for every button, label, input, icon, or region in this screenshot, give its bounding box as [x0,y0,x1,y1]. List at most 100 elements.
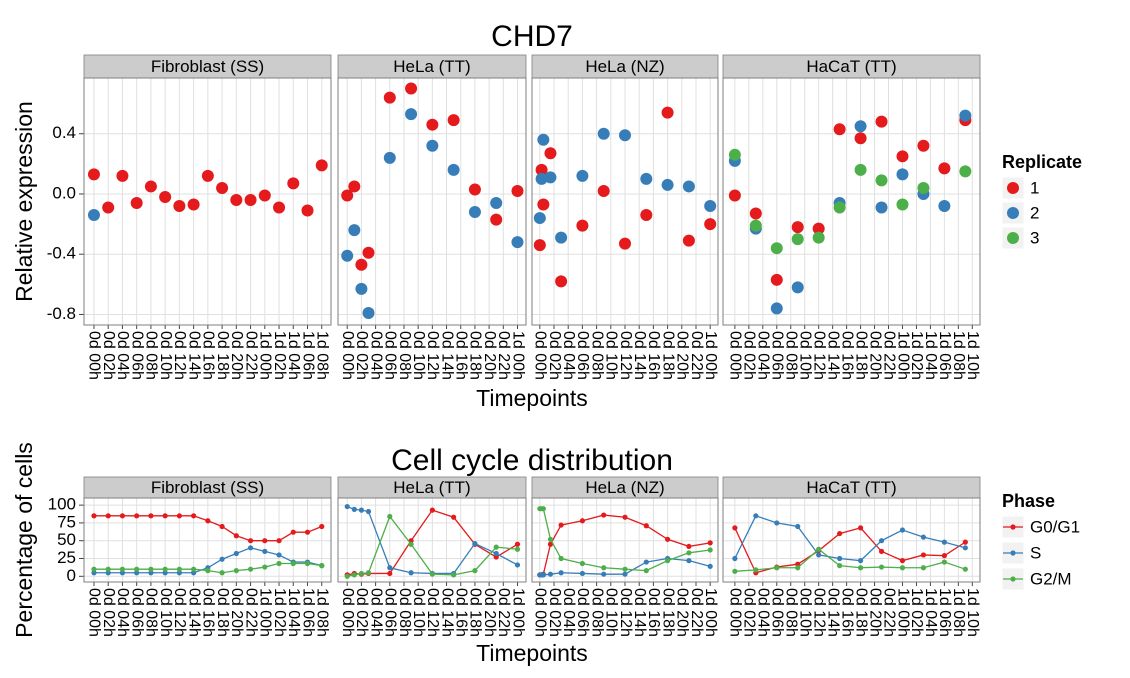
x-tick-label: 0d 18h [214,331,231,380]
point [447,114,460,127]
x-tick-label: 0d 22h [495,331,512,380]
point [555,231,568,244]
series-line [734,514,966,562]
x-tick-label: 0d 02h [353,331,370,380]
x-tick-label: 0d 06h [382,588,399,637]
point [315,159,328,172]
point [429,507,435,513]
point [795,523,801,530]
point [558,555,564,562]
x-tick-label: 0d 16h [645,588,662,637]
x-tick-label: 0d 08h [588,588,605,637]
point [878,538,885,544]
chart-title: Cell cycle distribution [391,444,673,477]
point [704,200,717,213]
point [514,562,521,568]
point [791,233,804,246]
point [833,201,846,214]
point [230,193,243,206]
strip-label: HeLa (NZ) [585,478,664,497]
x-axis-title: Timepoints [476,385,588,411]
x-tick-label: 0d 08h [783,588,800,637]
point [597,184,610,197]
point [791,221,804,234]
point [348,180,361,193]
x-tick-label: 0d 02h [353,588,370,637]
x-tick-label: 1d 04h [922,331,939,380]
legend-label: S [1030,543,1041,562]
point [493,550,499,557]
point [176,566,182,572]
point [119,566,126,572]
point [148,513,154,519]
x-tick-label: 0d 12h [424,331,441,380]
point [686,558,692,564]
legend-label: 3 [1030,228,1039,247]
point [119,513,126,519]
point [795,565,801,571]
point [664,558,671,564]
x-tick-label: 0d 06h [128,331,145,380]
point [273,201,286,214]
point [857,525,864,531]
point [533,212,546,225]
point [514,546,521,552]
point [707,540,713,546]
legend-label: 1 [1030,178,1039,197]
point [134,566,140,572]
point [728,148,741,161]
point [472,568,478,574]
x-tick-label: 1d 08h [314,588,331,637]
x-tick-label: 0d 10h [796,588,813,637]
point [601,565,607,571]
point [547,536,554,542]
x-tick-label: 1d 02h [908,588,925,637]
x-tick-label: 0d 16h [838,331,855,380]
chart-title: CHD7 [491,20,573,53]
x-tick-label: 0d 14h [438,331,455,380]
point [362,306,375,319]
x-tick-label: 1d 10h [964,331,981,380]
x-tick-label: 1d 02h [271,331,288,380]
point [358,507,365,513]
panel-border [722,497,981,583]
panel-border [337,497,527,583]
point [753,567,759,573]
point [875,174,888,187]
point [770,273,783,286]
x-tick-label: 0d 06h [574,588,591,637]
point [244,193,257,206]
point [162,566,168,572]
panel-border [722,77,981,326]
x-tick-label: 0d 10h [796,331,813,380]
point [387,570,393,577]
point [774,565,780,571]
point [770,302,783,315]
point [878,564,885,570]
point [920,534,927,540]
x-tick-label: 0d 08h [143,331,160,380]
point [812,231,825,244]
point [383,151,396,164]
x-tick-label: 0d 02h [100,588,117,637]
point [351,506,357,512]
x-tick-label: 0d 04h [755,588,772,637]
x-tick-label: 0d 02h [546,331,563,380]
point [159,190,172,203]
point [362,246,375,259]
x-tick-label: 1d 00h [894,331,911,380]
x-tick-label: 1d 10h [964,588,981,637]
point [661,106,674,119]
point [148,570,154,576]
point [837,555,843,562]
point [643,523,649,529]
point [451,514,457,520]
x-tick-label: 0d 18h [852,588,869,637]
point [857,558,864,564]
point [682,180,695,193]
point [875,201,888,214]
point [355,258,368,271]
x-tick-label: 0d 08h [396,331,413,380]
point [344,573,350,579]
